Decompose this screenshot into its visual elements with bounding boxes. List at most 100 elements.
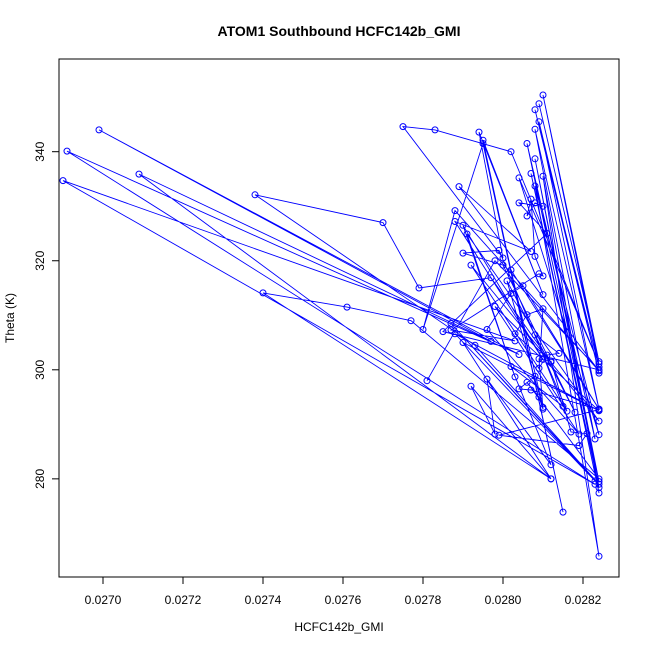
data-point (527, 386, 535, 394)
data-point (407, 317, 415, 325)
data-point (491, 430, 499, 438)
data-point (483, 375, 491, 383)
data-point (539, 172, 547, 180)
x-tick-label: 0.0270 (85, 593, 122, 607)
data-point (455, 183, 463, 191)
data-point (467, 261, 475, 269)
plot-frame (58, 58, 620, 578)
data-point (459, 221, 467, 229)
data-point (499, 261, 507, 269)
data-series (59, 91, 603, 560)
data-point (523, 140, 531, 147)
data-point (555, 349, 563, 357)
data-point (511, 337, 519, 345)
data-point (503, 277, 511, 285)
data-point (559, 508, 567, 516)
data-point (515, 199, 523, 207)
data-point (463, 230, 471, 238)
data-point (379, 219, 387, 227)
data-point (595, 431, 603, 439)
data-point (575, 430, 583, 438)
data-point (63, 147, 71, 155)
data-point (499, 254, 507, 262)
data-point (531, 155, 539, 163)
data-point (595, 475, 603, 483)
data-point (539, 405, 547, 413)
data-point (511, 330, 519, 338)
data-point (447, 326, 455, 334)
data-point (547, 475, 555, 483)
y-axis: 280 300 320 340 (33, 141, 59, 489)
data-point (451, 207, 459, 215)
data-point (575, 442, 583, 450)
data-point (535, 364, 543, 372)
data-point (507, 290, 515, 297)
data-point (531, 252, 539, 260)
data-point (595, 489, 603, 497)
data-point (531, 125, 539, 133)
data-point (539, 272, 547, 280)
y-tick-label: 280 (33, 469, 47, 489)
data-point (567, 428, 575, 436)
data-point (527, 248, 535, 255)
data-point (595, 552, 603, 560)
data-point (539, 291, 547, 299)
data-point (135, 170, 143, 178)
data-point (459, 249, 467, 257)
data-point (539, 305, 547, 313)
data-point (539, 91, 547, 99)
data-point (543, 230, 551, 237)
data-point (475, 128, 483, 136)
data-point (531, 199, 539, 207)
data-point (507, 266, 515, 274)
data-point (527, 170, 535, 177)
y-axis-label: Theta (K) (3, 293, 17, 343)
data-point (583, 430, 591, 438)
x-tick-label: 0.0274 (245, 593, 282, 607)
data-point (259, 289, 267, 297)
data-point (559, 402, 567, 410)
data-point (507, 363, 515, 370)
data-point (511, 373, 519, 381)
data-point (419, 326, 427, 333)
data-point (547, 461, 555, 469)
data-point (483, 326, 491, 333)
data-point (595, 417, 603, 425)
data-point (539, 355, 547, 363)
data-point (523, 212, 531, 220)
x-tick-label: 0.0276 (325, 593, 362, 607)
data-point (459, 339, 467, 346)
data-point (591, 480, 599, 488)
data-point (515, 174, 523, 182)
data-point (523, 311, 531, 319)
data-point (495, 246, 503, 254)
data-point (595, 369, 603, 377)
data-point (535, 393, 543, 401)
data-point (535, 270, 543, 278)
data-point (527, 195, 535, 203)
series-line (62, 94, 601, 557)
data-point (487, 274, 495, 282)
x-tick-label: 0.0282 (565, 593, 602, 607)
data-point (487, 337, 495, 345)
chart-title: ATOM1 Southbound HCFC142b_GMI (218, 23, 461, 39)
data-point (563, 407, 571, 415)
data-point (543, 351, 551, 359)
x-axis: 0.0270 0.0272 0.0274 0.0276 0.0278 0.0280 0.02… (85, 577, 602, 607)
y-tick-label: 320 (33, 250, 47, 270)
data-point (595, 366, 603, 374)
data-point (535, 100, 543, 108)
x-tick-label: 0.0272 (165, 593, 202, 607)
data-point (519, 282, 527, 290)
data-point (507, 148, 515, 156)
data-point (479, 136, 487, 144)
data-point (451, 330, 459, 338)
data-point (95, 126, 103, 134)
data-point (251, 191, 259, 199)
data-point (471, 341, 479, 349)
data-point (539, 202, 547, 210)
data-point (515, 385, 523, 393)
data-point (423, 377, 431, 385)
data-point (535, 355, 543, 363)
